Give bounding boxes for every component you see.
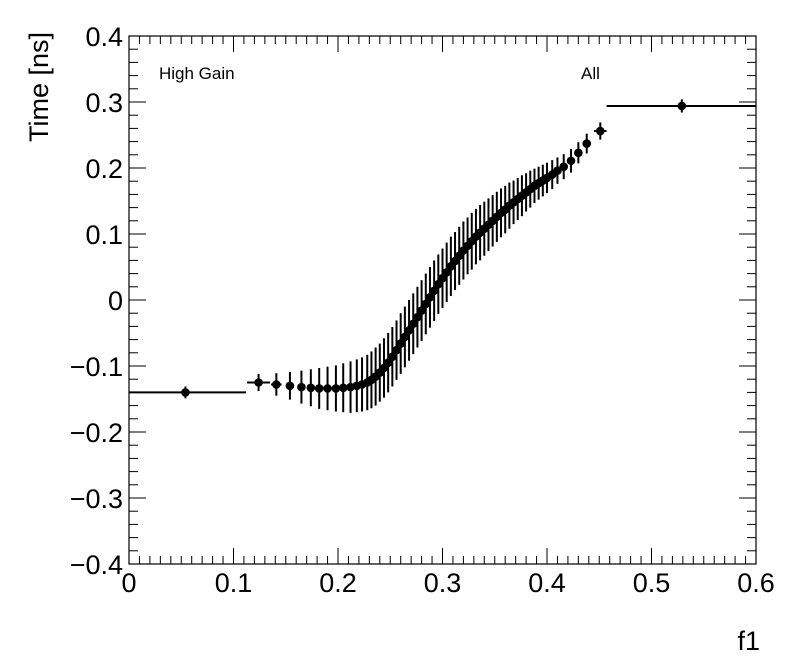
- data-marker: [421, 299, 431, 309]
- data-point: [459, 221, 468, 280]
- data-point: [574, 142, 583, 164]
- x-tick-label: 0.1: [215, 568, 253, 598]
- data-point: [582, 133, 592, 154]
- data-point: [463, 217, 472, 275]
- y-tick-label: −0.2: [70, 418, 123, 448]
- data-marker: [181, 388, 190, 397]
- x-tick-label: 0: [121, 568, 136, 598]
- data-point: [594, 122, 607, 140]
- data-point: [425, 267, 435, 328]
- data-point: [484, 198, 493, 252]
- data-point: [505, 182, 514, 229]
- y-tick-label: 0.4: [85, 22, 123, 52]
- x-tick-label: 0.6: [737, 568, 775, 598]
- data-point: [442, 242, 451, 302]
- data-point: [559, 154, 569, 180]
- data-marker: [388, 352, 397, 362]
- data-marker: [297, 382, 306, 392]
- data-point: [375, 343, 385, 402]
- data-point: [434, 254, 443, 314]
- data-point: [392, 320, 401, 380]
- data-point: [413, 286, 422, 348]
- x-tick-label: 0.3: [424, 568, 462, 598]
- data-marker: [559, 162, 569, 171]
- data-point: [388, 327, 397, 387]
- y-tick-label: 0.3: [85, 88, 123, 118]
- axis-ticks: [128, 35, 757, 565]
- data-point: [421, 273, 431, 335]
- data-point: [306, 369, 316, 407]
- data-marker: [254, 378, 263, 387]
- y-tick-label: 0: [108, 286, 123, 316]
- data-marker: [677, 101, 687, 111]
- data-points: [129, 99, 756, 413]
- data-point: [429, 260, 439, 322]
- data-point: [500, 185, 510, 234]
- y-tick-label: −0.3: [70, 484, 123, 514]
- y-tick-labels: −0.4 −0.3 −0.2 −0.1 0 0.1 0.2 0.3 0.4: [70, 22, 123, 580]
- data-point: [379, 338, 389, 398]
- data-point: [396, 313, 406, 374]
- annotation-all: All: [581, 64, 600, 83]
- data-point: [314, 367, 324, 409]
- data-marker: [323, 384, 332, 393]
- data-marker: [417, 306, 426, 315]
- data-marker: [338, 383, 348, 393]
- data-marker: [595, 126, 605, 136]
- data-point: [547, 160, 557, 190]
- annotation-high-gain: High Gain: [159, 64, 235, 83]
- x-tick-label: 0.5: [633, 568, 671, 598]
- data-point: [400, 306, 410, 368]
- data-marker: [404, 326, 414, 335]
- data-point: [467, 212, 477, 270]
- data-marker: [272, 380, 281, 389]
- data-marker: [574, 148, 583, 158]
- data-marker: [400, 332, 410, 342]
- data-marker: [413, 312, 422, 322]
- data-point: [129, 386, 247, 399]
- x-tick-labels: 0 0.1 0.2 0.3 0.4 0.5 0.6: [121, 568, 774, 598]
- data-marker: [582, 139, 592, 148]
- data-point: [323, 366, 332, 411]
- data-marker: [306, 383, 316, 393]
- data-marker: [566, 156, 576, 166]
- data-point: [438, 248, 447, 308]
- data-point: [446, 236, 456, 297]
- y-tick-label: −0.4: [70, 550, 123, 580]
- data-point: [297, 370, 306, 404]
- data-marker: [392, 345, 401, 355]
- data-point: [417, 280, 426, 341]
- data-point: [383, 333, 393, 393]
- data-marker: [425, 293, 435, 302]
- data-marker: [314, 384, 324, 393]
- data-point: [338, 363, 348, 413]
- data-marker: [331, 384, 341, 393]
- data-marker: [408, 319, 418, 329]
- data-marker: [553, 166, 562, 175]
- data-marker: [285, 381, 295, 391]
- x-tick-label: 0.2: [319, 568, 357, 598]
- data-point: [553, 157, 562, 184]
- x-axis-title: f1: [737, 626, 760, 656]
- data-point: [450, 232, 460, 291]
- data-point: [566, 148, 576, 173]
- data-marker: [429, 286, 439, 296]
- data-point: [404, 300, 414, 361]
- x-tick-label: 0.4: [528, 568, 566, 598]
- y-tick-label: 0.2: [85, 154, 123, 184]
- y-tick-label: −0.1: [70, 352, 123, 382]
- data-point: [271, 373, 282, 396]
- y-axis-title: Time [ns]: [24, 32, 54, 142]
- y-tick-label: 0.1: [85, 220, 123, 250]
- data-point: [247, 373, 271, 392]
- data-point: [454, 226, 464, 285]
- data-point: [285, 371, 295, 400]
- data-point: [408, 293, 418, 355]
- data-marker: [396, 339, 406, 348]
- data-point: [496, 188, 506, 238]
- data-point: [606, 99, 756, 113]
- data-point: [331, 365, 341, 412]
